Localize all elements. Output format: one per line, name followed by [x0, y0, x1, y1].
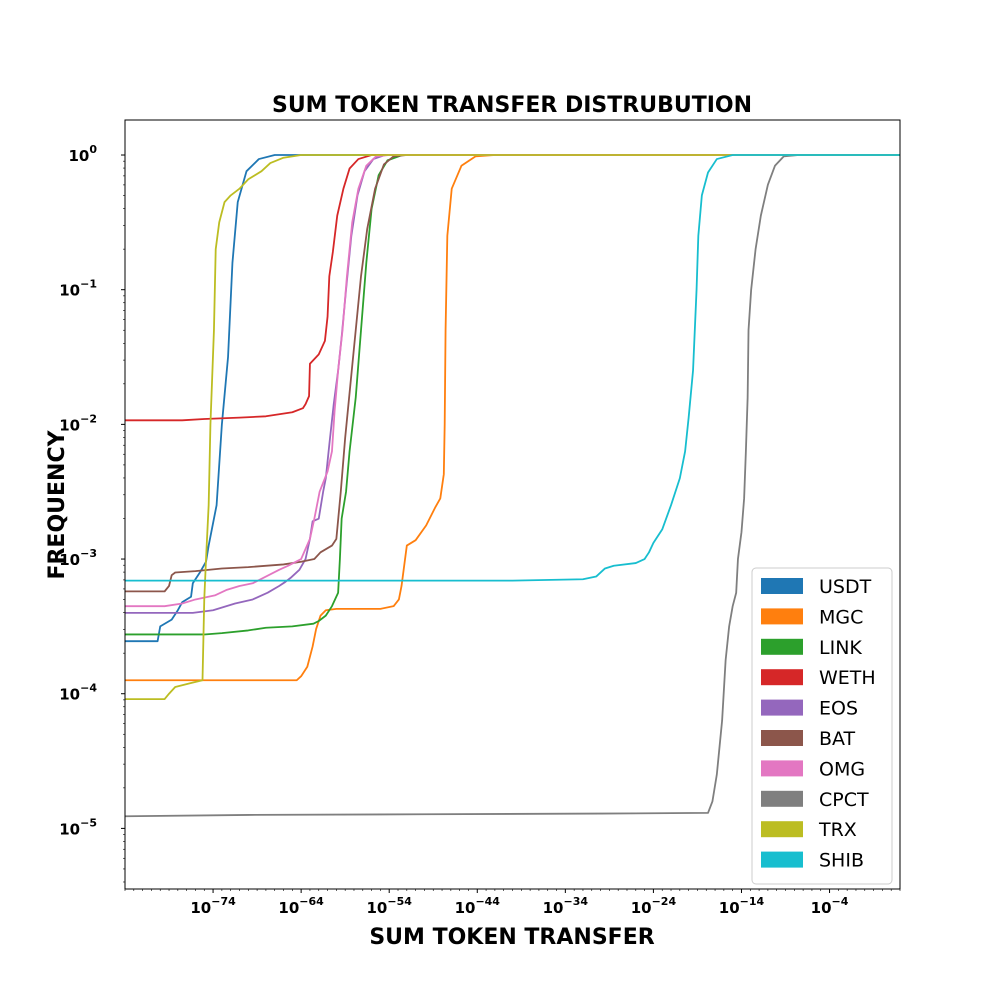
- legend-swatch-mgc: [761, 608, 803, 625]
- legend-label-link: LINK: [819, 637, 862, 659]
- legend-label-shib: SHIB: [819, 850, 864, 872]
- legend-swatch-link: [761, 638, 803, 655]
- legend-label-omg: OMG: [819, 758, 865, 780]
- chart-title: SUM TOKEN TRANSFER DISTRUBUTION: [272, 93, 752, 118]
- series-line-shib: [125, 154, 900, 582]
- legend-label-bat: BAT: [819, 728, 856, 750]
- legend-swatch-omg: [761, 760, 803, 777]
- x-tick-label: 10−44: [455, 895, 501, 917]
- legend-label-usdt: USDT: [819, 576, 872, 598]
- legend-label-eos: EOS: [819, 698, 858, 720]
- legend-label-mgc: MGC: [819, 606, 863, 628]
- legend-label-trx: TRX: [818, 819, 857, 841]
- legend-swatch-usdt: [761, 578, 803, 594]
- x-tick-label: 10−54: [367, 895, 413, 917]
- legend-swatch-bat: [761, 730, 803, 746]
- x-tick-label: 10−14: [719, 895, 765, 917]
- legend-swatch-shib: [761, 851, 803, 868]
- y-tick-label: 10−1: [59, 278, 97, 300]
- legend-swatch-eos: [761, 699, 803, 716]
- series-line-trx: [125, 154, 900, 701]
- x-tick-label: 10−24: [631, 895, 677, 917]
- y-tick-label: 10−4: [59, 682, 97, 704]
- y-tick-label: 100: [68, 143, 97, 165]
- series-line-weth: [125, 154, 900, 422]
- series-line-eos: [125, 154, 900, 614]
- series-line-omg: [125, 154, 900, 608]
- legend: USDT MGC LINK WETH EOS BAT OMG CPCT TRX SHIB: [751, 567, 893, 885]
- legend-swatch-cpct: [761, 790, 803, 807]
- y-tick-label: 10−2: [59, 412, 97, 434]
- series-line-cpct: [125, 154, 900, 818]
- y-axis-label: FREQUENCY: [45, 429, 70, 579]
- x-tick-label: 10−4: [811, 895, 849, 917]
- legend-swatch-weth: [761, 669, 803, 686]
- series-line-mgc: [125, 154, 900, 682]
- x-tick-label: 10−34: [543, 895, 589, 917]
- legend-label-cpct: CPCT: [819, 789, 869, 811]
- x-tick-label: 10−74: [190, 895, 236, 917]
- series-line-bat: [125, 154, 900, 593]
- y-tick-label: 10−5: [59, 816, 97, 838]
- series-line-link: [125, 154, 900, 636]
- legend-label-weth: WETH: [819, 667, 876, 689]
- x-axis-label: SUM TOKEN TRANSFER: [369, 925, 654, 950]
- x-tick-label: 10−64: [278, 895, 324, 917]
- legend-swatch-trx: [761, 821, 803, 838]
- y-tick-label: 10−3: [59, 547, 97, 569]
